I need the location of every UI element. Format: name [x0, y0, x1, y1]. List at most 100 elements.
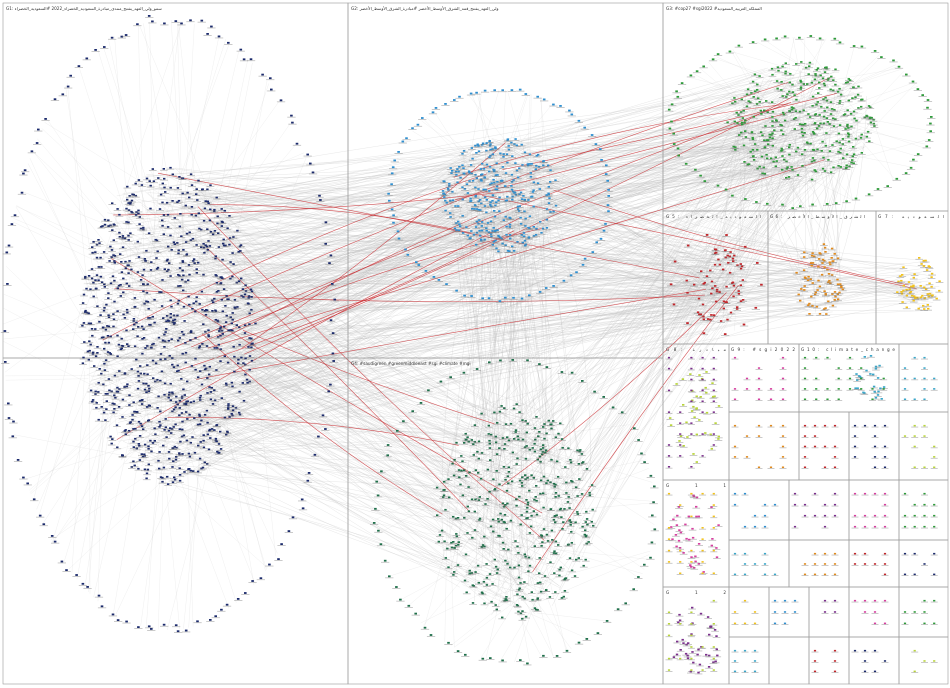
node — [442, 192, 445, 195]
node-label — [843, 125, 852, 127]
node-label — [820, 84, 828, 86]
node-label — [86, 345, 95, 347]
node-label — [501, 217, 510, 219]
node — [860, 105, 863, 108]
node — [180, 22, 183, 25]
node-label — [174, 189, 182, 190]
node-label — [187, 403, 195, 404]
node-label — [207, 400, 215, 402]
node — [126, 383, 129, 386]
node — [191, 307, 194, 310]
node — [675, 90, 678, 93]
node-label — [534, 155, 542, 157]
node-label — [122, 622, 131, 624]
node-label — [84, 352, 92, 354]
node-label — [441, 201, 450, 203]
node — [734, 100, 737, 103]
node — [121, 416, 124, 418]
node-label — [811, 76, 820, 78]
node-label — [113, 448, 122, 450]
node-label — [842, 168, 851, 170]
node — [860, 133, 863, 136]
node — [850, 125, 853, 128]
edge — [713, 71, 822, 311]
edge — [562, 116, 752, 485]
node-label — [767, 159, 775, 161]
node — [225, 433, 228, 436]
node-label — [196, 459, 204, 461]
node — [206, 421, 209, 424]
node-label — [778, 170, 787, 172]
node-label — [239, 298, 248, 299]
node-label — [672, 92, 681, 94]
node — [773, 129, 776, 132]
node — [208, 245, 212, 247]
strong-edge — [167, 417, 459, 446]
edge — [577, 117, 735, 489]
node-label — [460, 174, 469, 176]
node — [163, 333, 166, 336]
node — [75, 574, 78, 576]
node-label — [174, 304, 182, 306]
node-label — [516, 218, 525, 220]
node — [789, 73, 792, 75]
edge — [469, 172, 920, 261]
node-label — [828, 110, 836, 111]
node-label — [236, 415, 244, 417]
edge — [472, 498, 554, 657]
node-label — [526, 217, 534, 219]
node-label — [428, 113, 438, 115]
edge — [501, 155, 829, 472]
node — [163, 22, 166, 25]
node — [163, 429, 166, 431]
node-label — [228, 277, 237, 279]
edge — [830, 96, 867, 291]
node — [105, 400, 108, 402]
edge — [169, 164, 506, 482]
node — [474, 186, 477, 189]
node — [822, 82, 826, 85]
group-panel — [728, 343, 800, 413]
node-label — [160, 188, 169, 190]
node-label — [760, 148, 769, 150]
node-label — [173, 203, 182, 204]
node-label — [471, 196, 480, 198]
node-label — [318, 416, 328, 418]
node-label — [223, 432, 232, 434]
node-label — [768, 139, 777, 140]
node — [781, 65, 784, 68]
node-label — [82, 289, 91, 291]
edge — [493, 86, 792, 509]
node — [182, 274, 185, 277]
node — [231, 252, 234, 254]
node — [161, 279, 164, 281]
node — [86, 586, 89, 588]
node — [187, 468, 190, 470]
node — [756, 83, 759, 86]
node-label — [511, 164, 520, 165]
edge — [151, 232, 525, 390]
node — [220, 298, 224, 301]
edge — [179, 70, 789, 208]
node — [744, 136, 748, 138]
node-label — [763, 159, 772, 161]
node — [147, 463, 150, 466]
node-label — [143, 347, 152, 348]
node — [3, 330, 7, 332]
node — [453, 227, 457, 230]
node-label — [502, 227, 511, 229]
node — [838, 87, 841, 90]
node — [173, 478, 177, 481]
node — [209, 619, 212, 621]
node — [830, 108, 834, 110]
node — [848, 165, 851, 168]
edge — [249, 313, 573, 486]
node-label — [441, 195, 449, 197]
node-label — [524, 201, 533, 202]
node-label — [744, 90, 752, 92]
node — [846, 81, 850, 83]
edge — [125, 171, 501, 361]
node — [178, 452, 181, 454]
node — [868, 140, 871, 143]
node-label — [505, 150, 513, 152]
